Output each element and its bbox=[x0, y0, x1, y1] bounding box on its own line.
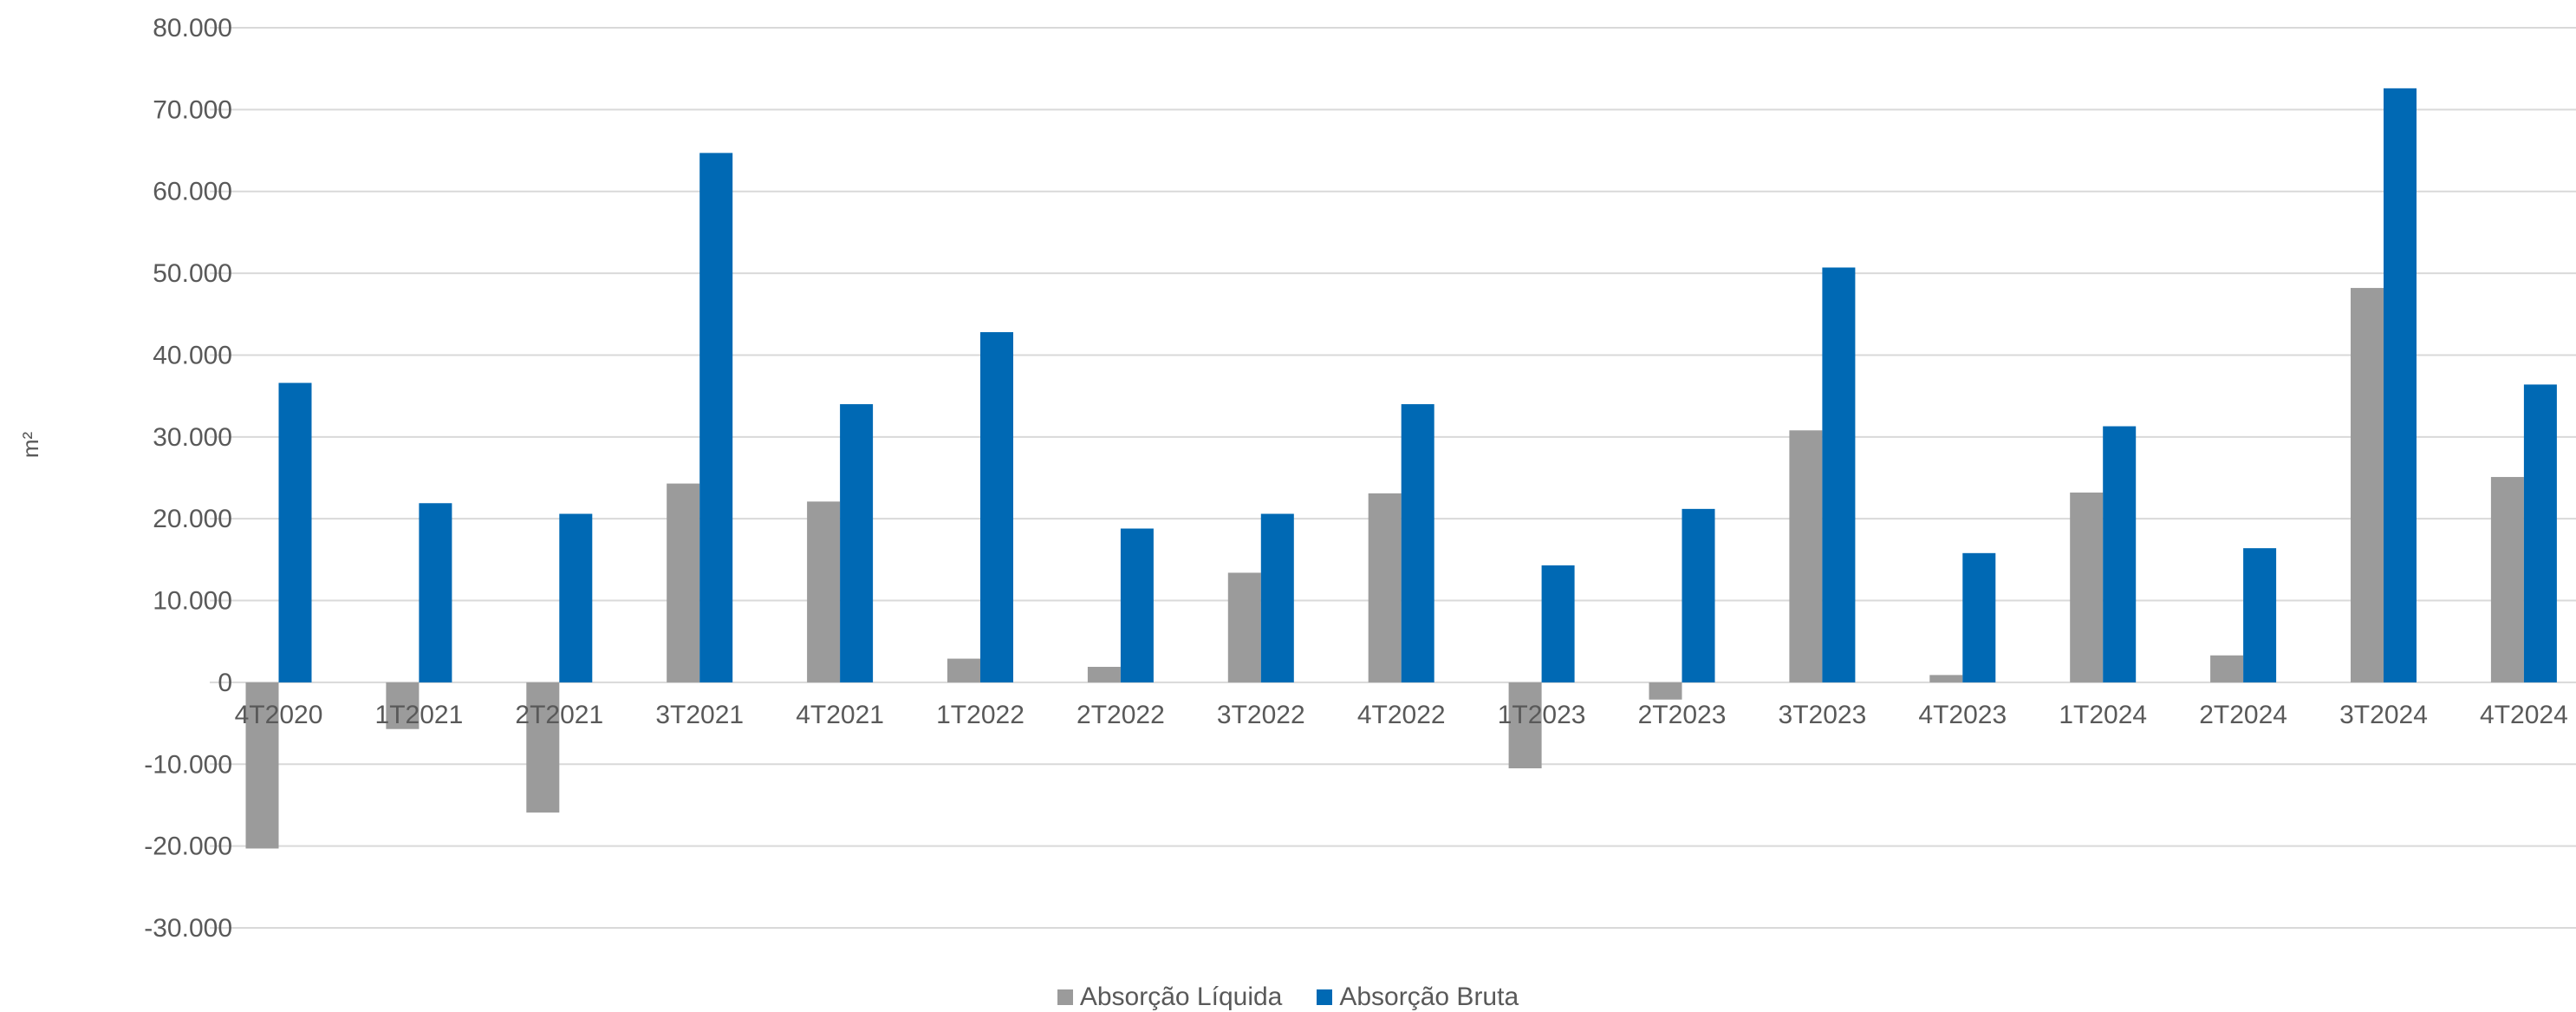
y-tick-label: 50.000 bbox=[153, 259, 232, 288]
bar-absorcao-bruta bbox=[980, 332, 1013, 682]
bar-absorcao-liquida bbox=[526, 682, 560, 813]
y-tick-label: 70.000 bbox=[153, 95, 232, 124]
x-axis-ticks: 4T2020 1T2021 2T2021 3T2021 4T2021 1T2022 2T20… bbox=[235, 701, 2568, 729]
x-tick-label: 2T2021 bbox=[515, 701, 603, 729]
y-tick-label: 80.000 bbox=[153, 14, 232, 42]
bar-absorcao-liquida bbox=[1649, 682, 1682, 700]
x-tick-label: 2T2023 bbox=[1638, 701, 1727, 729]
x-tick-label: 4T2024 bbox=[2480, 701, 2568, 729]
y-tick-label: 60.000 bbox=[153, 178, 232, 206]
bar-absorcao-liquida bbox=[2210, 655, 2244, 682]
x-tick-label: 3T2022 bbox=[1217, 701, 1305, 729]
bar-absorcao-bruta bbox=[699, 153, 733, 682]
bars bbox=[245, 88, 2557, 849]
x-tick-label: 4T2020 bbox=[235, 701, 323, 729]
legend-label-bruta: Absorção Bruta bbox=[1339, 983, 1519, 1011]
legend-swatch-bruta bbox=[1317, 989, 1333, 1005]
legend-swatch-liquida bbox=[1057, 989, 1073, 1005]
x-tick-label: 1T2023 bbox=[1498, 701, 1586, 729]
bar-absorcao-liquida bbox=[1789, 430, 1823, 682]
bar-absorcao-liquida bbox=[2490, 477, 2524, 682]
legend-item-bruta: Absorção Bruta bbox=[1317, 983, 1519, 1012]
bar-absorcao-liquida bbox=[2351, 288, 2384, 682]
bar-absorcao-liquida bbox=[1929, 675, 1963, 682]
bar-absorcao-liquida bbox=[245, 682, 279, 849]
bar-absorcao-bruta bbox=[2243, 548, 2277, 682]
bar-absorcao-bruta bbox=[2103, 426, 2137, 682]
bar-absorcao-liquida bbox=[947, 658, 980, 682]
bar-absorcao-bruta bbox=[1682, 508, 1715, 682]
y-tick-label: 10.000 bbox=[153, 587, 232, 616]
gridlines bbox=[210, 27, 2576, 929]
y-tick-label: 40.000 bbox=[153, 341, 232, 369]
x-tick-label: 1T2022 bbox=[936, 701, 1025, 729]
bar-absorcao-liquida bbox=[2070, 492, 2104, 682]
bar-absorcao-liquida bbox=[1368, 493, 1402, 682]
bar-absorcao-bruta bbox=[1120, 528, 1154, 682]
x-tick-label: 1T2024 bbox=[2059, 701, 2147, 729]
x-tick-label: 3T2024 bbox=[2339, 701, 2428, 729]
y-tick-label: -20.000 bbox=[144, 832, 232, 861]
x-tick-label: 3T2023 bbox=[1779, 701, 1867, 729]
bar-absorcao-bruta bbox=[1401, 404, 1434, 682]
bar-absorcao-liquida bbox=[1087, 666, 1121, 682]
bar-absorcao-liquida bbox=[1227, 572, 1261, 682]
bar-absorcao-liquida bbox=[1508, 682, 1542, 768]
x-tick-label: 1T2021 bbox=[375, 701, 464, 729]
bar-absorcao-liquida bbox=[807, 501, 841, 682]
bar-absorcao-bruta bbox=[1962, 552, 1996, 682]
bar-absorcao-bruta bbox=[2523, 384, 2557, 682]
y-tick-label: 20.000 bbox=[153, 505, 232, 533]
y-tick-label: 0 bbox=[218, 669, 232, 697]
x-tick-label: 2T2024 bbox=[2199, 701, 2287, 729]
bar-absorcao-liquida bbox=[386, 682, 420, 729]
x-tick-label: 4T2023 bbox=[1918, 701, 2007, 729]
bar-absorcao-bruta bbox=[559, 513, 593, 682]
bar-absorcao-bruta bbox=[278, 382, 312, 682]
y-tick-label: -30.000 bbox=[144, 914, 232, 943]
y-axis-label: m² bbox=[17, 432, 43, 459]
y-tick-label: -10.000 bbox=[144, 750, 232, 779]
bar-absorcao-bruta bbox=[1260, 513, 1294, 682]
x-tick-label: 4T2022 bbox=[1357, 701, 1446, 729]
bar-absorcao-bruta bbox=[419, 503, 452, 682]
legend-label-liquida: Absorção Líquida bbox=[1079, 983, 1283, 1011]
bar-absorcao-bruta bbox=[840, 404, 874, 682]
legend-item-liquida: Absorção Líquida bbox=[1057, 983, 1283, 1012]
legend: Absorção Líquida Absorção Bruta bbox=[0, 983, 2576, 1012]
bar-absorcao-bruta bbox=[2384, 88, 2417, 682]
y-axis-ticks: 80.000 70.000 60.000 50.000 40.000 30.000 20.0… bbox=[144, 14, 232, 943]
x-tick-label: 2T2022 bbox=[1077, 701, 1165, 729]
bar-absorcao-liquida bbox=[667, 483, 700, 682]
bar-absorcao-bruta bbox=[1822, 267, 1856, 682]
x-tick-label: 4T2021 bbox=[796, 701, 884, 729]
bar-absorcao-bruta bbox=[1541, 565, 1575, 682]
y-tick-label: 30.000 bbox=[153, 423, 232, 452]
x-tick-label: 3T2021 bbox=[655, 701, 744, 729]
